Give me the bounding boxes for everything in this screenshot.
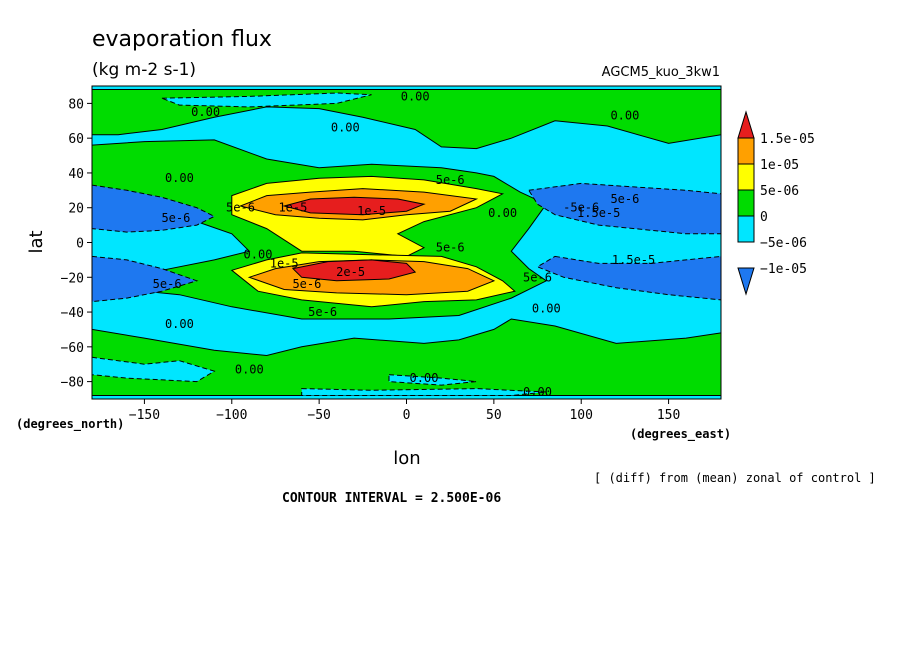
contour-label: 0.00	[331, 121, 360, 135]
contour-label: 1e-5	[278, 201, 307, 215]
contour-region-level-2-2	[92, 318, 721, 396]
contour-label: -5e-6	[563, 201, 599, 215]
contour-interval-text: CONTOUR INTERVAL = 2.500E-06	[282, 491, 501, 506]
contour-label: 5e-6	[523, 270, 552, 284]
contour-region-level-5-0	[282, 196, 426, 216]
contour-label: 0.00	[488, 206, 517, 220]
contour-label: 5e-6	[153, 277, 182, 291]
x-tick-label: 50	[486, 408, 502, 423]
contour-region-level-1-1	[92, 255, 199, 303]
y-tick-label: 0	[76, 237, 84, 252]
contour-labels: 0.00 0.00 0.00 0.00 0.00 5e-6 5e-6 5e-6 1e-5 1e-5…	[153, 89, 656, 399]
colorbar-swatch	[737, 163, 755, 191]
y-tick-label: −80	[61, 376, 84, 391]
contour-label: 5e-6	[308, 305, 337, 319]
contour-label: 1e-5	[357, 204, 386, 218]
colorbar-swatch	[737, 137, 755, 165]
contour-label: 5e-6	[436, 241, 465, 255]
x-units-label: (degrees_east)	[630, 427, 731, 442]
y-tick-label: 20	[68, 202, 84, 217]
contour-label: 0.00	[401, 89, 430, 103]
footnote: [ (diff) from (mean) zonal of control ]	[594, 471, 876, 485]
colorbar-label: 1.5e-05	[760, 132, 815, 147]
x-axis-label: lon	[393, 448, 420, 469]
contour-label: 5e-6	[161, 211, 190, 225]
contour-label: 0.00	[610, 109, 639, 123]
chart-subtitle: (kg m-2 s-1)	[92, 60, 196, 80]
x-tick-label: 150	[657, 408, 680, 423]
contour-label: 1.5e-5	[577, 206, 620, 220]
x-tick-label: −50	[307, 408, 330, 423]
contour-label: 2e-5	[336, 265, 365, 279]
y-tick-label: 40	[68, 167, 84, 182]
contour-label: 5e-6	[226, 201, 255, 215]
contour-region-level-1-0	[92, 184, 216, 233]
contour-label: 0.00	[191, 105, 220, 119]
contour-region-level-0-2	[301, 388, 547, 396]
contour-label: 5e-6	[610, 192, 639, 206]
y-tick-label: 80	[68, 97, 84, 112]
y-tick-label: −60	[61, 341, 84, 356]
contour-label: 5e-6	[292, 277, 321, 291]
contour-label: 0.00	[532, 302, 561, 316]
y-tick-label: −20	[61, 271, 84, 286]
colorbar-label: −1e-05	[760, 262, 807, 277]
contour-label: 5e-6	[436, 173, 465, 187]
contour-region-level-1-2	[527, 182, 721, 235]
chart-title: evaporation flux	[92, 27, 272, 52]
colorbar-label: 5e-06	[760, 184, 799, 199]
x-tick-label: 100	[569, 408, 592, 423]
y-tick-label: −40	[61, 306, 84, 321]
x-tick-label: −150	[129, 408, 160, 423]
contour-region-level-0-1	[92, 356, 216, 383]
contour-label: 1e-5	[270, 256, 299, 270]
contour-region-level-0-3	[388, 374, 477, 386]
experiment-label: AGCM5_kuo_3kw1	[602, 65, 720, 80]
colorbar: 1.5e-05 1e-05 5e-06 0 −5e-06 −1e-05	[737, 110, 815, 296]
contour-plot-area: 0.00 0.00 0.00 0.00 0.00 5e-6 5e-6 5e-6 1e-5 1e-5…	[61, 85, 722, 423]
y-axis-label: lat	[26, 230, 47, 253]
colorbar-label: 1e-05	[760, 158, 799, 173]
y-axis-ticks: 80 60 40 20 0 −20 −40 −60 −80	[61, 97, 92, 391]
colorbar-label: −5e-06	[760, 236, 807, 251]
contour-label: 0.00	[165, 317, 194, 331]
contour-fill-regions	[92, 89, 721, 396]
colorbar-label: 0	[760, 210, 768, 225]
contour-region-level-1-3	[536, 255, 721, 301]
contour-label: 0.00	[235, 362, 264, 376]
colorbar-max-arrow	[737, 110, 755, 139]
colorbar-swatch	[737, 215, 755, 243]
contour-region-level-0-0	[161, 92, 372, 108]
contour-label: 0.00	[165, 171, 194, 185]
y-units-label: (degrees_north)	[16, 417, 124, 432]
contour-label: 0.00	[410, 371, 439, 385]
colorbar-min-arrow	[737, 267, 755, 296]
x-tick-label: 0	[403, 408, 411, 423]
x-axis-ticks: −150 −100 −50 0 50 100 150	[129, 399, 680, 423]
y-tick-label: 60	[68, 132, 84, 147]
contour-region-level-5-1	[291, 259, 417, 282]
contour-label: 0.00	[244, 248, 273, 262]
contour-label: 0.00	[523, 385, 552, 399]
x-tick-label: −100	[216, 408, 247, 423]
colorbar-swatch	[737, 189, 755, 217]
contour-label: 1.5e-5	[612, 253, 655, 267]
